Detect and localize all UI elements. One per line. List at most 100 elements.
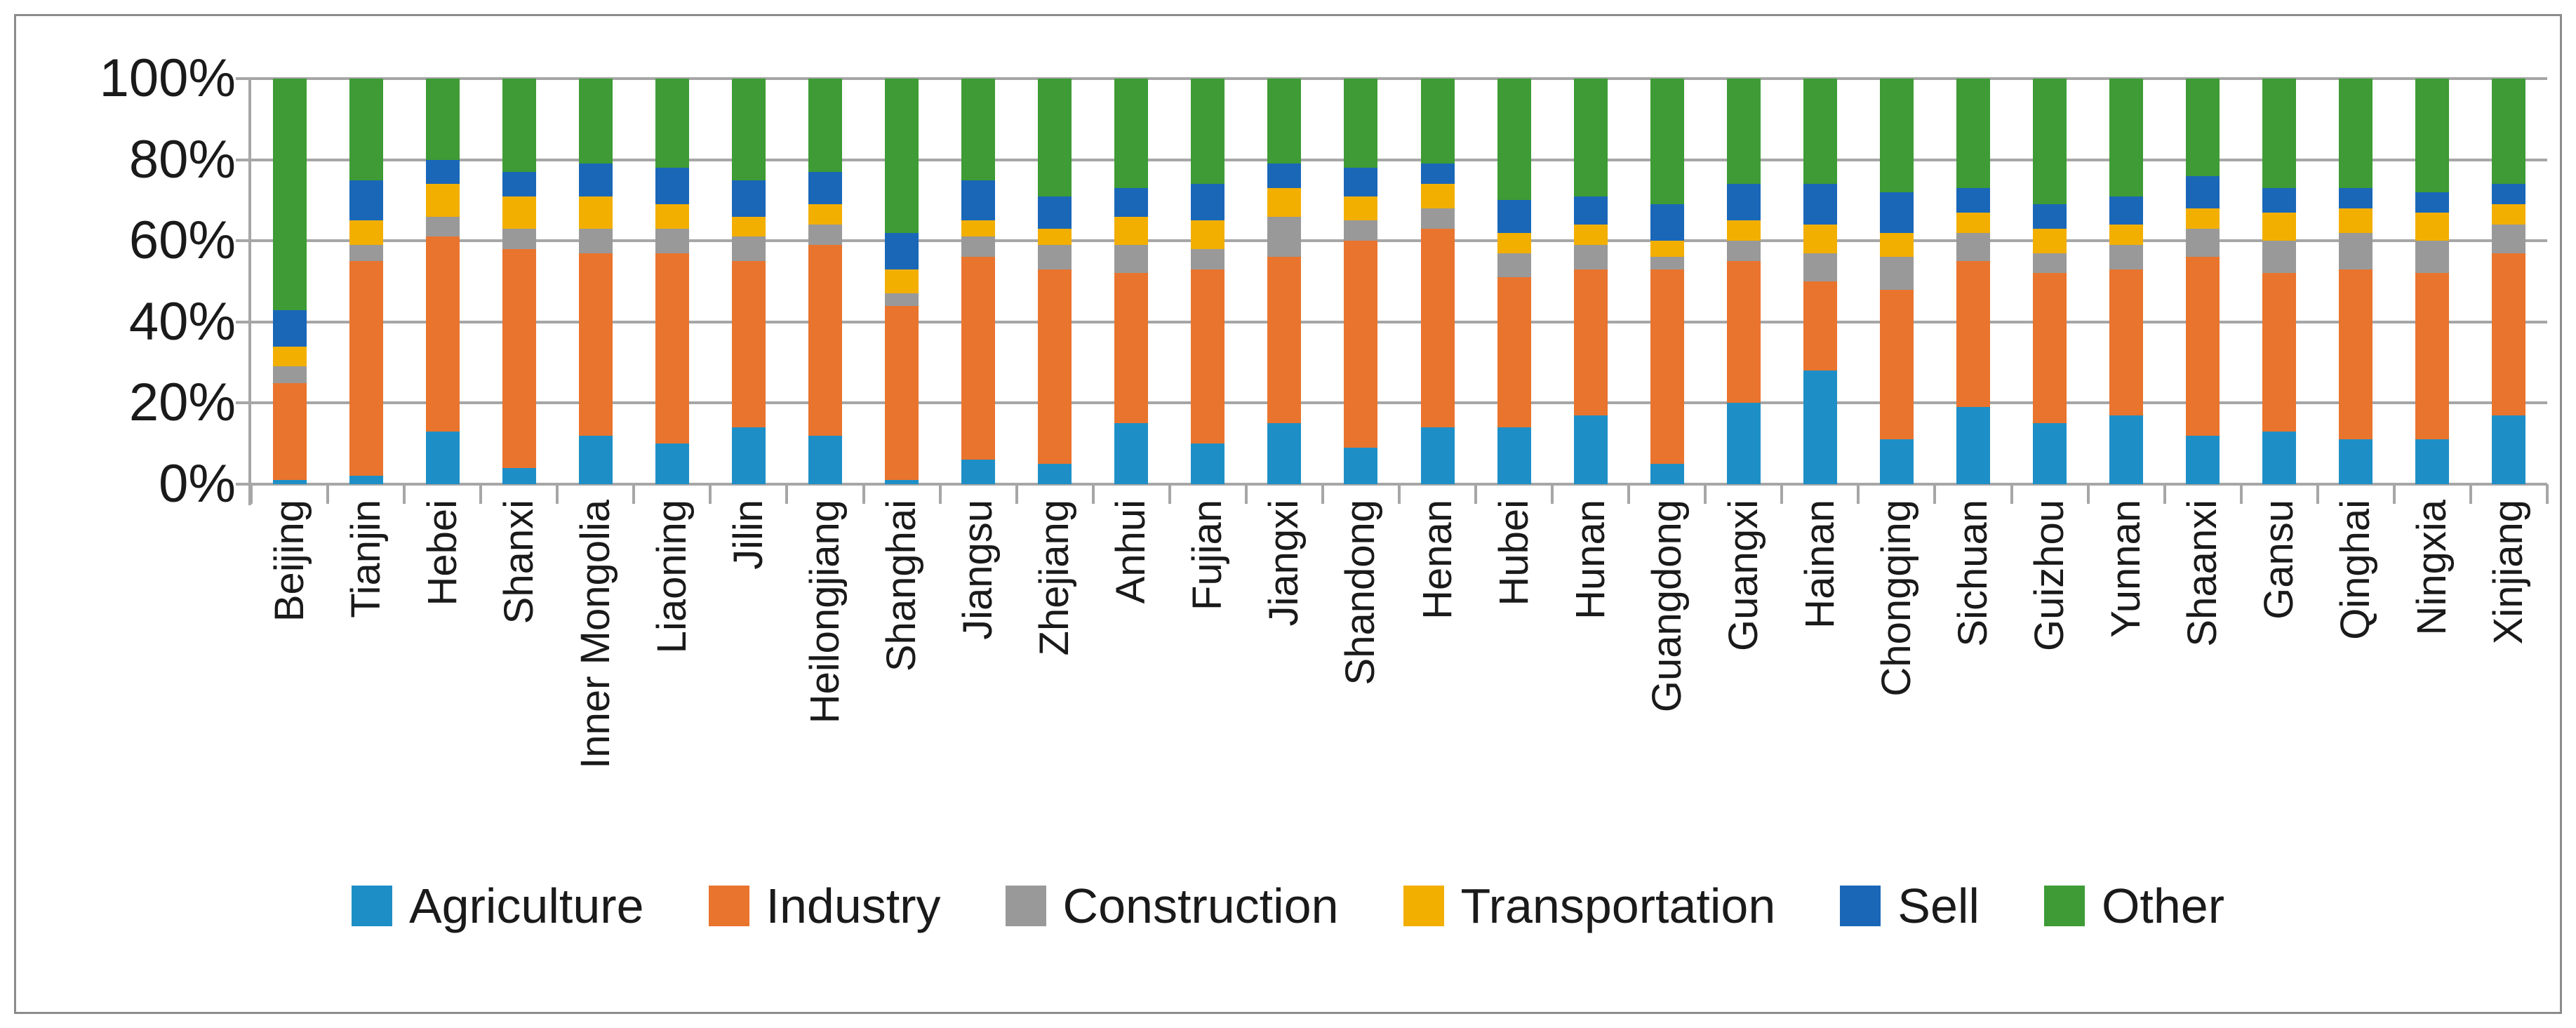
bar-qinghai: [2339, 79, 2373, 484]
bar-segment-construction: [961, 236, 996, 258]
bar-segment-transportation: [1114, 216, 1149, 245]
bar-segment-construction: [1956, 232, 1990, 262]
bar-sichuan: [1956, 79, 1990, 484]
x-axis-tick: [2239, 484, 2243, 504]
bar-chongqing: [1879, 79, 1914, 484]
x-axis-tick: [1704, 484, 1707, 504]
bar-segment-transportation: [1420, 184, 1455, 208]
x-axis-label-text: Chongqing: [1873, 500, 1919, 697]
bar-segment-agriculture: [502, 467, 536, 484]
bar-segment-other: [1267, 79, 1302, 164]
x-axis-tick: [1398, 484, 1401, 504]
legend-label-agriculture: Agriculture: [408, 879, 644, 933]
legend-label-transportation: Transportation: [1460, 879, 1776, 933]
bar-segment-construction: [425, 216, 460, 237]
bar-shandong: [1344, 79, 1378, 484]
gridline-0pct: [236, 483, 2547, 486]
bar-segment-sell: [655, 168, 689, 205]
x-axis-label-jilin: Jilin: [722, 500, 775, 573]
bar-segment-other: [1803, 79, 1837, 185]
x-axis-label-text: Hainan: [1796, 500, 1843, 629]
x-axis-tick: [479, 484, 483, 504]
x-axis-label-hebei: Hebei: [416, 500, 469, 610]
x-axis-tick: [1244, 484, 1248, 504]
x-axis-label-text: Hubei: [1490, 500, 1537, 606]
bar-segment-transportation: [2492, 204, 2526, 225]
bar-segment-agriculture: [1803, 371, 1837, 484]
x-axis-label-shandong: Shandong: [1334, 500, 1387, 688]
y-axis-line: [248, 77, 251, 505]
y-axis-label: 80%: [128, 129, 236, 189]
x-axis-label-text: Jilin: [725, 500, 771, 570]
bar-segment-agriculture: [1191, 443, 1225, 484]
x-axis-tick: [785, 484, 789, 504]
bar-segment-other: [2186, 79, 2220, 176]
bar-segment-construction: [502, 228, 536, 249]
x-axis-label-text: Tianjin: [342, 500, 389, 618]
bar-segment-industry: [502, 248, 536, 468]
bar-segment-sell: [885, 232, 919, 269]
x-axis-tick: [1474, 484, 1478, 504]
gridline-40pct: [236, 320, 2547, 323]
bar-jiangsu: [961, 79, 996, 484]
bar-segment-other: [2109, 79, 2144, 196]
bar-shanghai: [885, 79, 919, 484]
bar-segment-agriculture: [2033, 423, 2067, 484]
x-axis-tick: [2392, 484, 2396, 504]
legend-item-transportation: Transportation: [1403, 879, 1776, 933]
bar-ningxia: [2415, 79, 2450, 484]
x-axis-tick: [250, 484, 253, 504]
bar-segment-industry: [1267, 257, 1302, 424]
bar-segment-other: [2415, 79, 2450, 192]
bar-segment-agriculture: [2339, 439, 2373, 484]
bar-segment-agriculture: [272, 480, 307, 484]
x-axis-label-hubei: Hubei: [1488, 500, 1541, 610]
bar-segment-sell: [425, 159, 460, 185]
bar-segment-transportation: [961, 220, 996, 237]
x-axis-tick: [2316, 484, 2319, 504]
bar-shaanxi: [2186, 79, 2220, 484]
bar-hainan: [1803, 79, 1837, 484]
bar-segment-sell: [808, 171, 842, 205]
bar-segment-agriculture: [885, 480, 919, 484]
bar-segment-construction: [349, 245, 383, 262]
bar-jiangxi: [1267, 79, 1302, 484]
bar-segment-sell: [2415, 192, 2450, 213]
bar-segment-industry: [808, 244, 842, 436]
bar-segment-industry: [349, 261, 383, 476]
bar-segment-sell: [1191, 184, 1225, 221]
bar-segment-transportation: [1726, 220, 1761, 241]
x-axis-tick: [1780, 484, 1784, 504]
bar-segment-transportation: [2109, 225, 2144, 245]
x-axis-tick: [2010, 484, 2013, 504]
bar-segment-other: [272, 79, 307, 310]
bar-segment-construction: [2415, 241, 2450, 274]
legend-item-agriculture: Agriculture: [351, 879, 644, 933]
bar-segment-industry: [1573, 269, 1608, 415]
bar-segment-sell: [2339, 188, 2373, 208]
bar-segment-industry: [885, 305, 919, 481]
bar-segment-other: [425, 79, 460, 160]
x-axis-label-text: Guangdong: [1643, 500, 1690, 713]
bar-segment-construction: [2492, 225, 2526, 253]
bar-segment-transportation: [1803, 225, 1837, 253]
bar-segment-transportation: [1573, 225, 1608, 245]
bar-segment-transportation: [2339, 208, 2373, 233]
bar-segment-construction: [808, 225, 842, 245]
y-axis-label: 60%: [128, 211, 236, 271]
bar-segment-industry: [2186, 257, 2220, 436]
bar-shanxi: [502, 79, 536, 484]
x-axis-label-qinghai: Qinghai: [2329, 500, 2382, 643]
x-axis-label-text: Sichuan: [1950, 500, 1996, 647]
bar-segment-agriculture: [961, 460, 996, 484]
legend-swatch-industry-icon: [708, 886, 749, 926]
bar-segment-agriculture: [2492, 415, 2526, 484]
bar-segment-agriculture: [1267, 423, 1302, 484]
x-axis-label-shaanxi: Shaanxi: [2176, 500, 2229, 650]
bar-segment-agriculture: [1344, 447, 1378, 484]
x-axis-label-text: Jiangsu: [955, 500, 1001, 640]
bar-segment-industry: [961, 257, 996, 460]
bar-segment-sell: [2033, 204, 2067, 229]
x-axis-tick: [632, 484, 636, 504]
